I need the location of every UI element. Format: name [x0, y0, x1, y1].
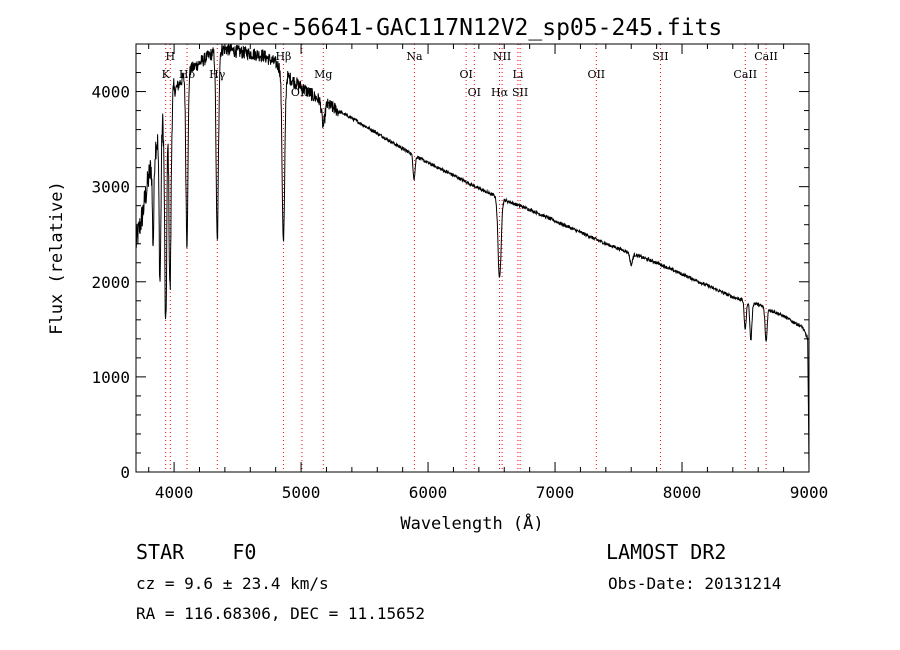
line-marker-label: H	[165, 50, 175, 63]
spectrum-line	[135, 43, 810, 473]
class-label: STAR	[136, 540, 185, 564]
y-tick-label: 3000	[91, 178, 130, 197]
line-marker-label: OI	[468, 86, 481, 99]
line-marker-label: CaII	[733, 68, 757, 81]
obs-date-text: Obs-Date: 20131214	[608, 574, 782, 593]
line-marker-label: NII	[493, 50, 511, 63]
spectral-class: STAR F0	[136, 540, 256, 564]
line-marker-label: Li	[513, 68, 524, 81]
coordinates-text: RA = 116.68306, DEC = 11.15652	[136, 604, 425, 623]
line-marker-label: Mg	[314, 68, 332, 81]
x-tick-label: 7000	[536, 483, 575, 502]
line-marker-label: Hγ	[209, 68, 226, 81]
survey-label: LAMOST DR2	[606, 540, 727, 564]
line-marker-label: SII	[652, 50, 668, 63]
redshift-text: cz = 9.6 ± 23.4 km/s	[136, 574, 329, 593]
line-marker-label: SII	[512, 86, 528, 99]
x-axis-label: Wavelength (Å)	[400, 512, 543, 534]
y-tick-label: 0	[120, 463, 130, 482]
line-marker-label: Hα	[491, 86, 509, 99]
y-axis-ticks: 0 1000 2000 3000 4000	[91, 53, 809, 482]
subclass-label: F0	[232, 540, 257, 564]
line-marker-label: K	[162, 68, 171, 81]
line-marker-label: CaII	[754, 50, 778, 63]
y-tick-label: 1000	[91, 368, 130, 387]
line-marker-label: Hβ	[275, 50, 291, 63]
x-tick-label: 8000	[663, 483, 702, 502]
line-marker-label: OI	[459, 68, 472, 81]
line-marker-label: OII	[587, 68, 605, 81]
x-tick-label: 9000	[790, 483, 829, 502]
x-tick-label: 5000	[282, 483, 321, 502]
chart-title: spec-56641-GAC117N12V2_sp05-245.fits	[224, 15, 723, 41]
y-tick-label: 2000	[91, 273, 130, 292]
x-tick-label: 4000	[155, 483, 194, 502]
plot-frame	[135, 43, 810, 473]
x-tick-label: 6000	[409, 483, 448, 502]
y-axis-label: Flux (relative)	[47, 181, 67, 335]
x-axis-ticks: 4000 5000 6000 7000 8000 9000	[148, 44, 829, 502]
y-tick-label: 4000	[91, 83, 130, 102]
line-marker-label: Na	[406, 50, 423, 63]
